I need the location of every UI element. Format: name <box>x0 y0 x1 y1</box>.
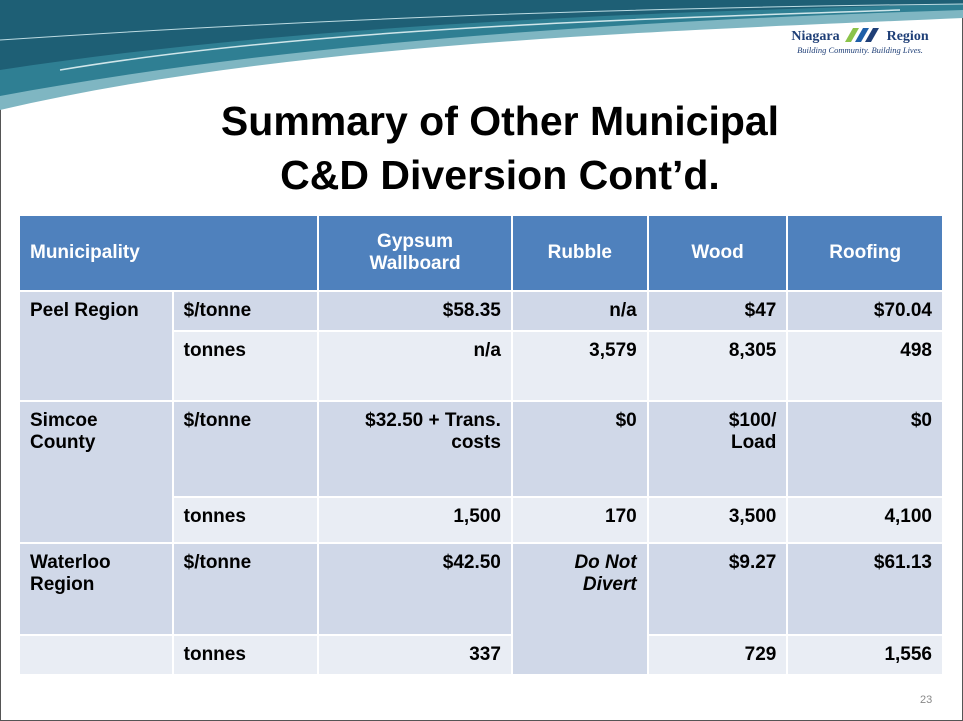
page-number: 23 <box>920 694 933 706</box>
cell: $32.50 + Trans. costs <box>317 400 513 498</box>
logo-tagline: Building Community. Building Lives. <box>797 45 923 55</box>
measure: tonnes <box>171 634 320 676</box>
cell: 1,556 <box>786 634 944 676</box>
cell: Do Not Divert <box>510 542 649 676</box>
measure: tonnes <box>171 496 320 544</box>
measure: $/tonne <box>171 542 320 636</box>
header-cell: Rubble <box>510 214 649 292</box>
cell: n/a <box>510 290 649 332</box>
cell: 498 <box>786 330 944 402</box>
measure: $/tonne <box>171 290 320 332</box>
logo-mark <box>845 28 880 42</box>
cell: $47 <box>646 290 789 332</box>
header-cell: Wood <box>646 214 789 292</box>
cell: 3,500 <box>646 496 789 544</box>
empty-cell <box>18 634 174 676</box>
cell: n/a <box>317 330 513 402</box>
cell: $9.27 <box>646 542 789 636</box>
title-line: Summary of Other Municipal <box>220 98 780 144</box>
municipality: Waterloo Region <box>18 542 174 636</box>
measure: $/tonne <box>171 400 320 498</box>
summary-table: Municipality Gypsum Wallboard Rubble Woo… <box>17 214 944 676</box>
cell: $70.04 <box>786 290 944 332</box>
cell: $58.35 <box>317 290 513 332</box>
header-cell: Roofing <box>786 214 944 292</box>
cell: 337 <box>317 634 513 676</box>
header-text: Gypsum Wallboard <box>369 231 461 274</box>
cell: 170 <box>510 496 649 544</box>
cell: 4,100 <box>786 496 944 544</box>
measure: tonnes <box>171 330 320 402</box>
cell: $0 <box>786 400 944 498</box>
municipality: Simcoe County <box>18 400 174 544</box>
cell: $0 <box>510 400 649 498</box>
cell: $100/ Load <box>646 400 789 498</box>
cell: 8,305 <box>646 330 789 402</box>
municipality: Peel Region <box>18 290 174 402</box>
logo-right: Region <box>886 29 929 44</box>
cell: 3,579 <box>510 330 649 402</box>
cell: $61.13 <box>786 542 944 636</box>
header-swoosh <box>0 0 963 110</box>
header-cell: Gypsum Wallboard <box>317 214 513 292</box>
title-line: C&D Diversion Cont’d. <box>280 152 720 198</box>
cell: 729 <box>646 634 789 676</box>
cell-text: Do Not Divert <box>574 552 637 595</box>
logo: Niagara Region Building Community. Build… <box>776 28 944 55</box>
cell-text: $100/ Load <box>728 410 777 453</box>
logo-left: Niagara <box>791 29 840 44</box>
cell: 1,500 <box>317 496 513 544</box>
cell: $42.50 <box>317 542 513 636</box>
header-cell: Municipality <box>17 214 320 292</box>
